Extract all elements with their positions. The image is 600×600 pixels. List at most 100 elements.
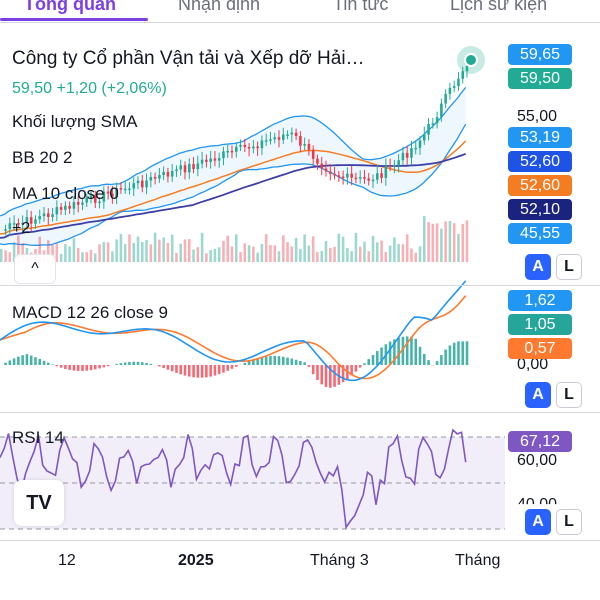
macd-legend[interactable]: MACD 12 26 close 9 <box>12 303 168 322</box>
macd-histogram-bar <box>68 365 71 370</box>
volume-bar <box>461 223 465 262</box>
candle-body <box>136 180 140 184</box>
volume-bar <box>205 253 208 262</box>
candle-body <box>427 123 430 135</box>
macd-histogram-bar <box>4 362 7 365</box>
macd-histogram-bar <box>388 341 392 365</box>
more-indicators-count[interactable]: +2 <box>12 220 31 237</box>
candle-body <box>380 173 383 178</box>
macd-histogram-bar <box>235 365 238 367</box>
pane-divider-rsi[interactable] <box>0 412 600 413</box>
rsi-tag-value: 67,12 <box>508 431 572 452</box>
pane-divider-macd[interactable] <box>0 285 600 286</box>
macd-histogram-bar <box>158 365 161 367</box>
candle-body <box>418 140 422 148</box>
macd-histogram-bar <box>136 361 140 365</box>
tradingview-logo[interactable]: TV <box>14 480 64 526</box>
candle-body <box>393 165 396 167</box>
price-log-scale-button[interactable]: L <box>556 254 582 280</box>
tab-events[interactable]: Lịch sử kiện <box>450 0 548 14</box>
volume-bar <box>264 234 268 262</box>
macd-histogram-bar <box>25 354 29 365</box>
candle-body <box>452 86 456 88</box>
price-auto-scale-button[interactable]: A <box>525 254 551 280</box>
rsi-log-scale-button[interactable]: L <box>556 509 582 535</box>
candle-body <box>277 137 281 140</box>
candle-body <box>346 173 349 178</box>
macd-histogram-bar <box>38 358 42 365</box>
macd-histogram-bar <box>12 358 16 365</box>
price-tag-bb-basis: 52,60 <box>508 151 572 172</box>
volume-bar <box>21 243 24 262</box>
volume-bar <box>418 246 422 262</box>
volume-bar <box>311 236 315 262</box>
candle-body <box>179 165 183 170</box>
bb-legend[interactable]: BB 20 2 <box>12 148 73 167</box>
volume-bar <box>132 243 136 262</box>
volume-bar <box>371 235 375 262</box>
macd-histogram-bar <box>243 362 247 365</box>
rsi-auto-scale-button[interactable]: A <box>525 509 551 535</box>
volume-bar <box>299 248 302 262</box>
rsi-pane[interactable] <box>0 428 505 530</box>
tab-analysis[interactable]: Nhận định <box>178 0 261 14</box>
macd-histogram-bar <box>205 365 208 378</box>
volume-bar <box>158 239 161 262</box>
tab-bar: Tổng quan Nhận định Tin tức Lịch sử kiện <box>0 0 600 24</box>
macd-histogram-bar <box>337 365 341 385</box>
volume-bar <box>94 253 97 262</box>
macd-histogram-bar <box>247 361 251 365</box>
macd-signal-line <box>0 295 467 380</box>
macd-auto-scale-button[interactable]: A <box>525 382 551 408</box>
volume-bar <box>72 238 76 262</box>
volume-bar <box>196 247 200 262</box>
macd-log-scale-button[interactable]: L <box>556 382 582 408</box>
macd-histogram-bar <box>192 365 195 378</box>
rsi-legend[interactable]: RSI 14 <box>12 428 64 447</box>
macd-histogram-bar <box>435 361 439 365</box>
volume-bar <box>350 251 353 262</box>
candle-body <box>371 179 375 182</box>
candle-body <box>106 191 110 194</box>
price-tag-high: 59,65 <box>508 44 572 65</box>
candle-body <box>423 134 426 141</box>
volume-bar <box>17 235 20 262</box>
volume-bar <box>320 251 324 262</box>
candle-body <box>363 177 366 179</box>
company-name: Công ty Cổ phần Vận tải và Xếp dỡ Hải… <box>12 48 365 69</box>
volume-bar <box>76 248 80 262</box>
candle-body <box>64 205 67 210</box>
candle-body <box>175 169 178 171</box>
candle-body <box>358 177 362 179</box>
volume-bar <box>414 252 418 262</box>
collapse-legend-button[interactable]: ^ <box>14 254 56 284</box>
volume-bar <box>337 233 341 262</box>
tab-news[interactable]: Tin tức <box>333 0 389 14</box>
volume-bar <box>290 246 294 262</box>
macd-pane[interactable] <box>0 280 469 388</box>
volume-bar <box>358 246 362 262</box>
macd-histogram-bar <box>21 355 24 365</box>
macd-histogram-bar <box>307 365 311 367</box>
candle-body <box>98 201 101 204</box>
tab-divider <box>0 22 600 23</box>
macd-histogram-bar <box>393 339 396 365</box>
macd-histogram-bar <box>42 360 46 365</box>
candle-body <box>235 146 238 152</box>
candle-body <box>72 202 76 209</box>
volume-legend[interactable]: Khối lượng SMA <box>12 112 138 131</box>
volume-bar <box>81 252 84 262</box>
volume-bar <box>68 246 71 262</box>
tab-overview[interactable]: Tổng quan <box>24 0 116 14</box>
macd-histogram-bar <box>47 362 50 365</box>
candle-body <box>311 149 315 159</box>
candle-body <box>239 144 242 147</box>
volume-bar <box>448 221 452 262</box>
candle-body <box>431 123 435 125</box>
price-pane[interactable] <box>0 61 469 262</box>
macd-histogram-bar <box>132 361 136 365</box>
ma-legend[interactable]: MA 10 close 0 <box>12 184 119 203</box>
candle-body <box>299 136 302 146</box>
volume-bar <box>329 247 332 262</box>
